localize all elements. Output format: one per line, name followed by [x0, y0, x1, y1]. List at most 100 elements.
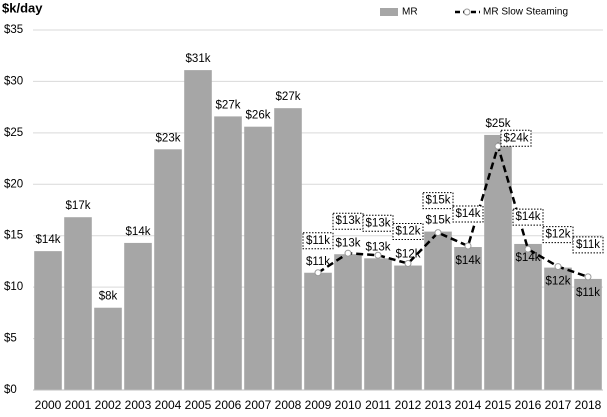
x-tick-label: 2016 — [515, 398, 542, 412]
bar-value-label: $25k — [486, 118, 511, 130]
bar — [214, 116, 242, 391]
value-label-box — [362, 214, 394, 232]
line — [317, 141, 589, 279]
x-tick-label: 2018 — [575, 398, 602, 412]
legend-marker — [463, 8, 471, 16]
line-value-label: $12k — [396, 226, 421, 238]
y-tick-label: $0 — [4, 384, 17, 396]
y-tick-label: $25 — [4, 127, 23, 139]
line-value-label: $15k — [426, 195, 451, 207]
bar-value-label: $11k — [576, 287, 600, 299]
line-point — [374, 251, 382, 259]
line-point — [344, 249, 352, 257]
bar — [454, 247, 482, 390]
bar-value-label: $17k — [66, 200, 91, 212]
bar-value-label: $26k — [246, 110, 271, 122]
bar-value-label: $14k — [126, 226, 151, 238]
bar — [34, 251, 62, 390]
line-value-label: $14k — [456, 208, 481, 220]
line-point — [314, 269, 322, 277]
x-tick-label: 2014 — [455, 398, 482, 412]
bar-value-label: $31k — [186, 53, 211, 65]
bar — [94, 307, 122, 390]
value-label-box — [332, 212, 364, 230]
line-value-label: $11k — [306, 235, 330, 247]
x-tick-label: 2008 — [275, 398, 302, 412]
bar — [334, 254, 362, 390]
line-value-label: $12k — [546, 229, 571, 241]
bar-value-label: $13k — [366, 241, 391, 253]
x-tick-label: 2017 — [545, 398, 572, 412]
bar — [64, 217, 92, 390]
y-tick-label: $20 — [4, 178, 23, 190]
line-point — [584, 273, 592, 281]
line-point — [434, 229, 442, 237]
bar — [394, 265, 422, 390]
bar-value-label: $13k — [336, 237, 361, 249]
x-tick-label: 2010 — [335, 398, 362, 412]
value-label-box — [422, 192, 454, 210]
x-tick-label: 2003 — [125, 398, 152, 412]
bar-value-label: $14k — [36, 234, 61, 246]
x-tick-label: 2012 — [395, 398, 422, 412]
x-tick-label: 2006 — [215, 398, 242, 412]
bar — [274, 108, 302, 391]
bar — [154, 149, 182, 390]
bar-value-label: $14k — [456, 255, 481, 267]
line-value-label: $13k — [336, 215, 361, 227]
bar-value-label: $23k — [156, 132, 181, 144]
y-axis-label: $k/day — [2, 0, 43, 15]
bar-value-label: $12k — [546, 276, 571, 288]
bar-value-label: $12k — [396, 249, 421, 261]
y-tick-label: $35 — [4, 24, 23, 36]
x-tick-label: 2004 — [155, 398, 182, 412]
line-value-label: $13k — [366, 217, 391, 229]
bar — [544, 267, 572, 390]
line-value-label: $24k — [504, 132, 529, 144]
value-label-box — [500, 129, 532, 147]
y-tick-label: $10 — [4, 281, 23, 293]
bar — [574, 278, 602, 390]
x-tick-label: 2002 — [95, 398, 122, 412]
bar-value-label: $27k — [276, 91, 301, 103]
bar-value-label: $15k — [426, 215, 451, 227]
bar-value-label: $8k — [99, 291, 118, 303]
line-point — [404, 259, 412, 267]
line-point — [554, 263, 562, 271]
bar — [424, 231, 452, 390]
value-label-box — [572, 236, 604, 254]
line-value-label: $14k — [516, 211, 541, 223]
value-label-box — [302, 232, 334, 250]
value-label-box — [452, 205, 484, 223]
y-tick-label: $15 — [4, 230, 23, 242]
value-label-box — [392, 222, 424, 240]
bar — [184, 70, 212, 390]
legend-swatch — [380, 8, 398, 16]
bar — [364, 258, 392, 390]
line-point — [494, 142, 502, 150]
bar — [514, 243, 542, 390]
y-tick-label: $5 — [4, 333, 17, 345]
x-tick-label: 2015 — [485, 398, 512, 412]
x-tick-label: 2007 — [245, 398, 272, 412]
legend-label: MR — [402, 7, 418, 18]
bar-value-label: $14k — [516, 252, 541, 264]
line-value-label: $11k — [576, 239, 600, 251]
x-tick-label: 2011 — [365, 398, 391, 412]
bar-value-label: $27k — [216, 99, 241, 111]
value-label-box — [542, 226, 574, 244]
bar — [484, 134, 512, 390]
value-label-box — [512, 208, 544, 226]
line-point — [464, 242, 472, 250]
line-point — [524, 245, 532, 253]
y-tick-label: $30 — [4, 75, 23, 87]
bar-value-label: $11k — [306, 256, 330, 268]
legend-label: MR Slow Steaming — [483, 7, 568, 18]
bar — [304, 272, 332, 390]
x-tick-label: 2009 — [305, 398, 332, 412]
x-tick-label: 2001 — [65, 398, 92, 412]
bar — [244, 126, 272, 390]
x-tick-label: 2000 — [35, 398, 62, 412]
bar — [124, 242, 152, 390]
